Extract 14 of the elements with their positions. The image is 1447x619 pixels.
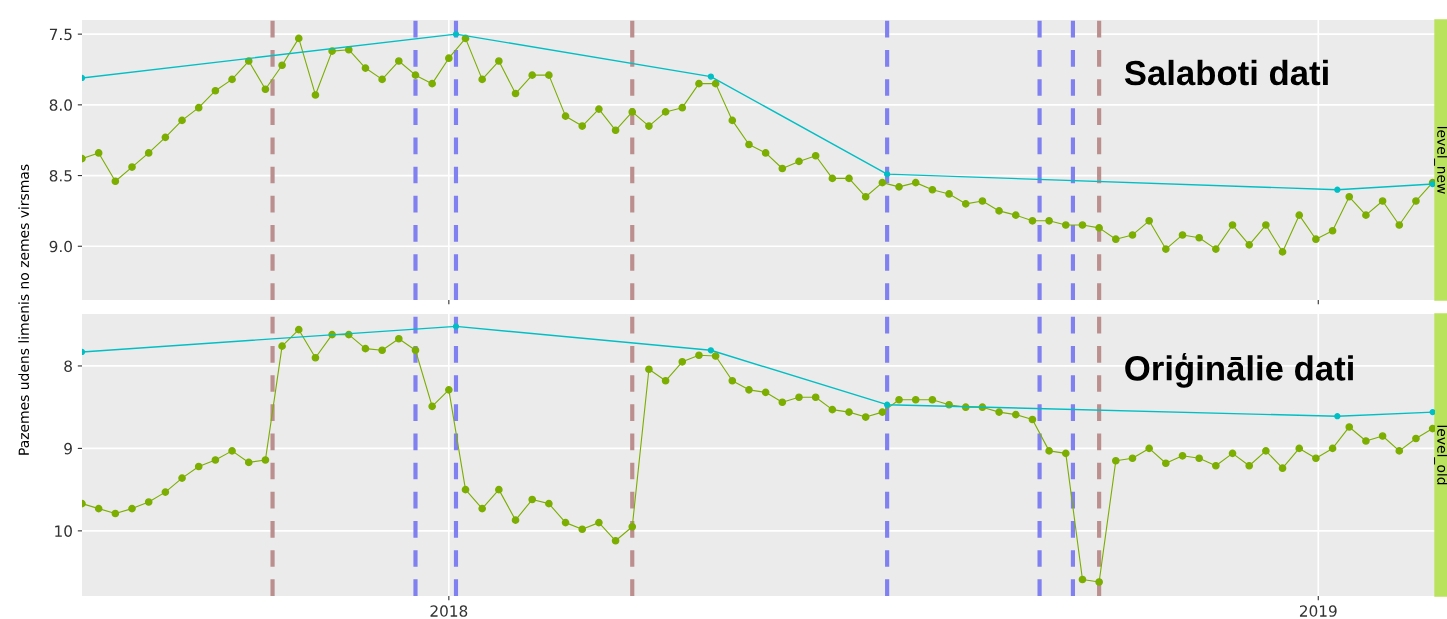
annotation: Oriģinālie dati <box>1125 353 1353 388</box>
y-tick-label: 9 <box>64 442 72 455</box>
y-tick-label: 8 <box>64 360 72 372</box>
y-tick-label: 8.0 <box>49 99 72 111</box>
annotation: Salaboti dati <box>1124 59 1328 86</box>
y-axis-title: Pazemes udens limenis no zemes virsmas <box>18 164 30 455</box>
y-tick-label: 8.5 <box>49 170 72 182</box>
annotation: level_old <box>1434 425 1447 485</box>
x-tick-label: 2018 <box>430 605 468 617</box>
y-tick-label: 7.5 <box>49 28 72 41</box>
x-tick-label: 2019 <box>1299 605 1337 617</box>
annotation: level_new <box>1434 126 1447 194</box>
y-tick-label: 10 <box>55 525 72 537</box>
y-tick-label: 9.0 <box>49 240 72 253</box>
